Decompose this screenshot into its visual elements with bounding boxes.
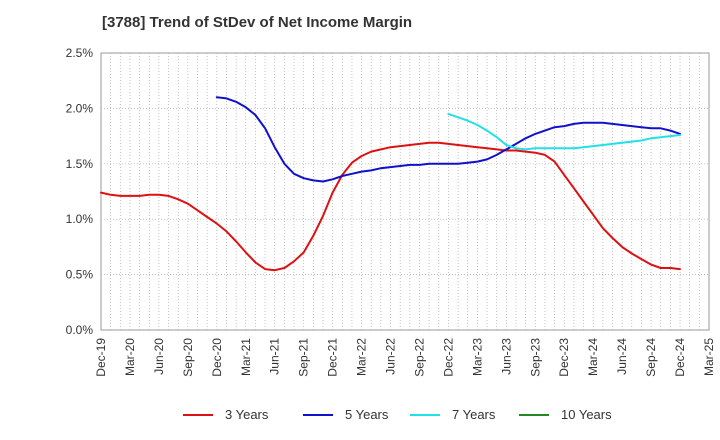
x-tick-label: Jun-21: [268, 338, 282, 375]
x-tick-label: Sep-23: [528, 338, 542, 377]
series-line-5-years: [215, 96, 681, 183]
series-line-7-years: [447, 112, 681, 151]
series-layer: [100, 96, 681, 272]
legend-label: 10 Years: [561, 407, 612, 422]
series-line-3-years: [100, 141, 681, 272]
grid-layer: [100, 52, 710, 331]
y-tick-label: 0.5%: [66, 268, 94, 282]
x-tick-label: Mar-25: [702, 338, 716, 376]
axis-layer: 0.0% 0.5% 1.0% 1.5% 2.0% 2.5% Dec-19 Mar-20 Jun-…: [66, 46, 716, 377]
legend-label: 5 Years: [345, 407, 389, 422]
y-tick-label: 0.0%: [66, 323, 94, 337]
y-tick-label: 2.0%: [66, 101, 94, 115]
x-tick-label: Dec-24: [673, 338, 687, 377]
x-tick-label: Mar-20: [123, 338, 137, 376]
x-tick-label: Jun-22: [384, 338, 398, 375]
plot-area: [100, 52, 710, 331]
legend: 3 Years 5 Years 7 Years 10 Years: [183, 407, 612, 422]
x-tick-label: Dec-21: [326, 338, 340, 377]
chart-title: [3788] Trend of StDev of Net Income Marg…: [102, 14, 413, 31]
x-tick-label: Mar-21: [239, 338, 253, 376]
x-tick-label: Dec-23: [557, 338, 571, 377]
x-tick-label: Sep-24: [644, 338, 658, 377]
x-tick-label: Dec-22: [441, 338, 455, 377]
x-tick-label: Sep-21: [297, 338, 311, 377]
y-tick-label: 1.0%: [66, 212, 94, 226]
x-tick-label: Jun-24: [615, 338, 629, 375]
x-tick-label: Jun-20: [152, 338, 166, 375]
x-tick-label: Mar-23: [470, 338, 484, 376]
y-tick-label: 1.5%: [66, 157, 94, 171]
x-tick-label: Sep-22: [412, 338, 426, 377]
x-tick-label: Mar-22: [355, 338, 369, 376]
x-tick-label: Sep-20: [181, 338, 195, 377]
x-tick-label: Mar-24: [586, 338, 600, 376]
x-tick-label: Dec-20: [210, 338, 224, 377]
x-tick-label: Dec-19: [94, 338, 108, 377]
legend-label: 7 Years: [452, 407, 496, 422]
y-tick-label: 2.5%: [66, 46, 94, 60]
legend-label: 3 Years: [225, 407, 269, 422]
x-tick-label: Jun-23: [499, 338, 513, 375]
